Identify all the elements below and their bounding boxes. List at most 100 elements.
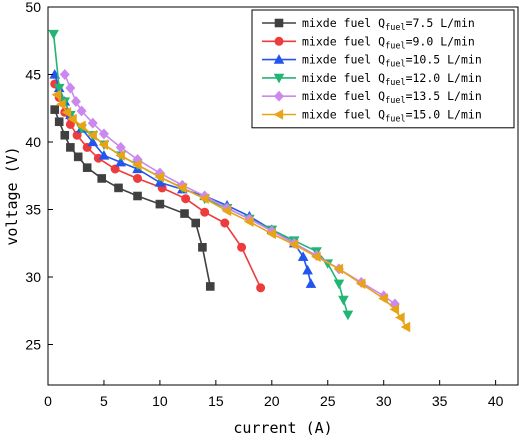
data-point [98, 150, 110, 160]
data-point [338, 295, 349, 306]
data-point [76, 105, 87, 117]
data-point [115, 156, 127, 167]
x-tick-label: 35 [432, 393, 448, 409]
data-point [221, 205, 232, 217]
data-point [50, 105, 60, 114]
data-point [115, 141, 126, 153]
data-point [305, 278, 317, 288]
data-point [297, 251, 309, 261]
data-point [66, 143, 75, 152]
data-point [256, 283, 266, 293]
data-point [266, 228, 276, 240]
data-point [180, 209, 189, 218]
legend-item: mixde fuel Qfuel=12.0 L/min [262, 71, 482, 88]
legend-marker [274, 90, 284, 102]
data-point [59, 69, 70, 80]
data-point [378, 293, 388, 304]
data-point [87, 117, 98, 129]
legend-marker [273, 109, 284, 120]
legend-item: mixde fuel Qfuel=13.5 L/min [262, 89, 482, 106]
data-point [87, 136, 99, 147]
legend-marker [274, 36, 284, 46]
y-tick-label: 40 [25, 134, 41, 150]
legend-marker [273, 54, 285, 64]
data-point [61, 106, 72, 118]
legend-label: mixde fuel Qfuel=12.0 L/min [302, 71, 482, 88]
data-point [56, 98, 66, 110]
data-point [342, 310, 354, 321]
legend-box [251, 9, 515, 129]
data-point [389, 304, 400, 315]
data-point [133, 173, 143, 183]
data-point [51, 89, 62, 101]
x-tick-label: 25 [320, 393, 336, 409]
data-point [73, 152, 83, 162]
legend-marker [273, 73, 285, 84]
y-axis-title: voltage (V) [3, 146, 21, 245]
data-point [98, 139, 109, 151]
data-point [133, 191, 142, 201]
legend-label: mixde fuel Qfuel=10.5 L/min [302, 53, 482, 70]
legend-label: mixde fuel Qfuel=9.0 L/min [302, 34, 475, 51]
data-point [199, 193, 209, 205]
data-point [48, 29, 59, 40]
data-point [98, 128, 109, 140]
legend-item: mixde fuel Qfuel=15.0 L/min [262, 108, 482, 125]
legend-label: mixde fuel Qfuel=13.5 L/min [302, 89, 482, 106]
data-point [181, 194, 191, 204]
data-point [72, 130, 82, 140]
data-point [53, 83, 65, 94]
legend-label: mixde fuel Qfuel=7.5 L/min [302, 16, 475, 33]
data-point [198, 243, 207, 252]
data-point [110, 164, 120, 174]
data-point [60, 130, 70, 140]
legend-marker [274, 18, 284, 28]
data-point [87, 129, 97, 141]
data-point [71, 96, 81, 107]
y-tick-label: 30 [25, 269, 41, 285]
y-tick-label: 50 [25, 0, 41, 15]
data-point [237, 242, 247, 252]
y-tick-label: 25 [25, 337, 41, 353]
series-1 [50, 105, 215, 291]
x-tick-label: 0 [44, 393, 52, 409]
x-tick-label: 5 [100, 393, 108, 409]
data-point [155, 199, 165, 209]
data-point [205, 282, 215, 291]
x-tick-label: 15 [208, 393, 224, 409]
x-axis-title: current (A) [233, 419, 332, 437]
legend-item: mixde fuel Qfuel=9.0 L/min [262, 34, 475, 51]
data-point [115, 150, 125, 161]
data-point [400, 321, 411, 333]
y-tick-label: 35 [25, 202, 41, 218]
plot-frame [47, 6, 519, 386]
data-point [244, 216, 254, 227]
data-point [132, 159, 142, 171]
data-point [76, 120, 86, 132]
data-point [82, 163, 92, 172]
data-point [114, 183, 123, 193]
x-tick-label: 40 [488, 393, 504, 409]
data-point [333, 263, 344, 275]
data-point [65, 82, 76, 94]
data-point [395, 312, 405, 323]
data-point [200, 207, 210, 217]
legend-item: mixde fuel Qfuel=7.5 L/min [262, 16, 475, 33]
data-point [54, 117, 64, 127]
y-tick-label: 45 [25, 67, 41, 83]
data-point [302, 264, 313, 275]
x-tick-label: 20 [264, 393, 280, 409]
data-point [288, 239, 299, 250]
data-point [97, 174, 107, 183]
data-point [154, 171, 165, 183]
x-tick-label: 10 [152, 393, 168, 409]
legend-item: mixde fuel Qfuel=10.5 L/min [262, 53, 482, 70]
data-point [355, 278, 366, 290]
series-6 [51, 89, 411, 333]
data-point [67, 113, 77, 125]
data-point [191, 218, 201, 228]
x-tick-label: 30 [376, 393, 392, 409]
data-point [220, 218, 230, 228]
